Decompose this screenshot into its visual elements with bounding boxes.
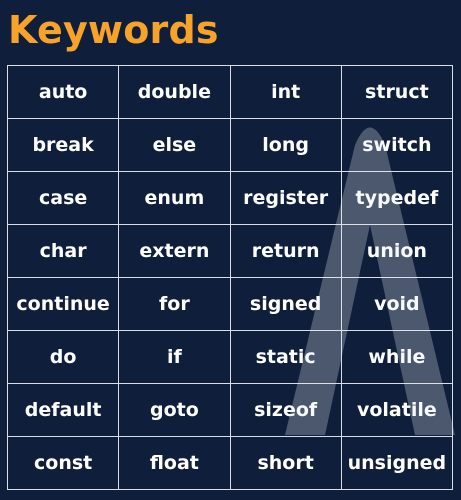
keyword-cell: long — [229, 118, 342, 172]
table-row: const float short unsigned — [6, 436, 454, 490]
table-row: default goto sizeof volatile — [6, 383, 454, 437]
keyword-cell: volatile — [340, 383, 454, 437]
keyword-cell: for — [118, 277, 231, 331]
page-title: Keywords — [8, 8, 219, 52]
table-row: case enum register typedef — [6, 171, 454, 225]
keyword-cell: sizeof — [229, 383, 342, 437]
keyword-cell: float — [118, 436, 231, 490]
table-row: break else long switch — [6, 118, 454, 172]
table-row: do if static while — [6, 330, 454, 384]
keyword-cell: typedef — [340, 171, 454, 225]
keyword-cell: const — [6, 436, 120, 490]
keyword-cell: else — [118, 118, 231, 172]
keyword-cell: static — [229, 330, 342, 384]
keyword-cell: unsigned — [340, 436, 454, 490]
keyword-cell: enum — [118, 171, 231, 225]
keyword-cell: default — [6, 383, 120, 437]
keyword-cell: union — [340, 224, 454, 278]
keyword-cell: struct — [340, 65, 454, 119]
table-row: auto double int struct — [6, 65, 454, 119]
keywords-table: auto double int struct break else long switch ca… — [6, 65, 454, 490]
table-row: char extern return union — [6, 224, 454, 278]
keyword-cell: double — [118, 65, 231, 119]
keyword-cell: switch — [340, 118, 454, 172]
table-row: continue for signed void — [6, 277, 454, 331]
keywords-table-container: auto double int struct break else long switch ca… — [6, 65, 455, 490]
keyword-cell: auto — [6, 65, 120, 119]
keyword-cell: goto — [118, 383, 231, 437]
keyword-cell: do — [6, 330, 120, 384]
keyword-cell: case — [6, 171, 120, 225]
keyword-cell: while — [340, 330, 454, 384]
keyword-cell: void — [340, 277, 454, 331]
keyword-cell: break — [6, 118, 120, 172]
keyword-cell: char — [6, 224, 120, 278]
keywords-table-body: auto double int struct break else long switch ca… — [6, 65, 454, 490]
keyword-cell: signed — [229, 277, 342, 331]
keyword-cell: short — [229, 436, 342, 490]
keyword-cell: int — [229, 65, 342, 119]
keyword-cell: return — [229, 224, 342, 278]
keyword-cell: if — [118, 330, 231, 384]
keyword-cell: extern — [118, 224, 231, 278]
keyword-cell: continue — [6, 277, 120, 331]
keyword-cell: register — [229, 171, 342, 225]
